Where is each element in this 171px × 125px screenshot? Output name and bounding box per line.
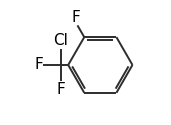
Text: F: F: [34, 58, 43, 72]
Text: Cl: Cl: [53, 33, 68, 48]
Text: F: F: [56, 82, 65, 97]
Text: F: F: [72, 10, 81, 25]
